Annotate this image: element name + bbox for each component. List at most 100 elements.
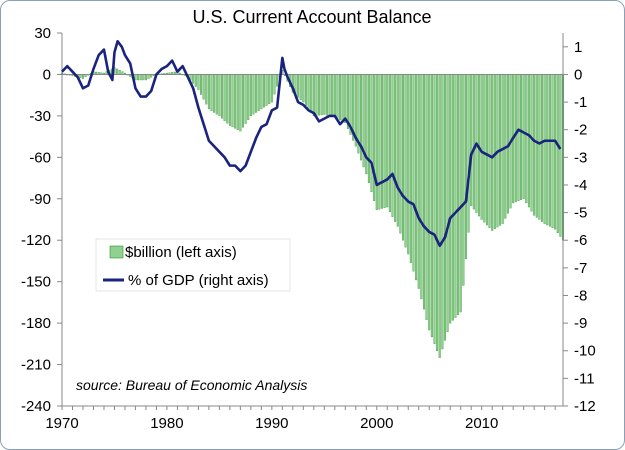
bar <box>116 68 119 75</box>
bar <box>399 74 402 234</box>
bar <box>205 74 208 105</box>
bar <box>79 74 82 79</box>
bar <box>310 74 313 113</box>
bar <box>370 74 373 193</box>
y-right-tick-label: -10 <box>574 343 596 360</box>
legend: $billion (left axis) % of GDP (right axi… <box>95 238 291 292</box>
bar <box>320 74 323 116</box>
bar <box>472 74 475 210</box>
bar <box>315 74 318 116</box>
bar <box>451 74 454 321</box>
bar <box>312 74 315 117</box>
y-right-tick-label: -5 <box>574 205 587 222</box>
bar <box>402 74 404 241</box>
chart-title: U.S. Current Account Balance <box>192 7 431 27</box>
bar <box>147 74 150 79</box>
y-right-tick-label: -8 <box>574 287 587 304</box>
bar <box>260 74 263 110</box>
bar <box>457 74 460 315</box>
line-series <box>61 39 562 248</box>
bar <box>134 74 137 81</box>
bar <box>273 74 276 95</box>
legend-bar-label: $billion (left axis) <box>125 244 237 261</box>
bar <box>520 74 523 200</box>
bar <box>388 74 391 213</box>
y-right-tick-label: -9 <box>574 315 587 332</box>
bar <box>333 74 336 118</box>
bar <box>428 74 431 331</box>
bar <box>276 74 279 87</box>
bar <box>546 74 549 226</box>
bar <box>249 74 252 117</box>
bar <box>307 74 310 110</box>
bar <box>194 74 197 87</box>
bar <box>538 74 541 220</box>
bar <box>480 74 483 220</box>
bar <box>137 74 140 81</box>
bar <box>255 74 258 113</box>
bar <box>449 74 452 324</box>
bar <box>396 74 399 227</box>
bar <box>493 74 496 229</box>
bar <box>412 74 415 272</box>
bar <box>242 74 244 128</box>
bar <box>341 74 344 122</box>
y-right-tick-label: -12 <box>574 398 596 415</box>
bar <box>517 74 520 202</box>
bar <box>430 74 433 338</box>
bar <box>415 74 418 281</box>
y-left-tick-label: -180 <box>21 315 51 332</box>
bar <box>454 74 457 318</box>
bar <box>556 74 559 234</box>
bar <box>386 74 389 208</box>
bar <box>375 74 378 211</box>
bar <box>425 74 428 320</box>
y-left-tick-label: 30 <box>34 25 51 42</box>
bar <box>328 74 331 117</box>
bar <box>525 74 528 204</box>
bar <box>462 74 465 286</box>
bar <box>441 74 444 350</box>
bar <box>226 74 229 124</box>
bar <box>367 74 370 184</box>
bar <box>231 74 234 128</box>
bar <box>144 74 147 81</box>
bar <box>407 74 410 255</box>
y-right-tick-label: 0 <box>574 66 582 83</box>
bar <box>252 74 255 115</box>
bar <box>323 74 326 115</box>
bar <box>234 74 237 129</box>
bar <box>200 74 203 95</box>
bar <box>381 74 384 209</box>
y-left-tick-label: -30 <box>29 108 51 125</box>
bar <box>302 74 305 103</box>
bar <box>464 74 467 260</box>
bar <box>559 74 562 237</box>
bar <box>443 74 446 341</box>
bar <box>554 74 557 230</box>
legend-box <box>95 238 291 292</box>
bar <box>270 74 273 103</box>
bar <box>391 74 394 217</box>
bar <box>483 74 486 223</box>
bar <box>522 74 525 199</box>
source-note: source: Bureau of Economic Analysis <box>76 377 307 393</box>
bar <box>297 74 300 98</box>
bar <box>446 74 449 332</box>
bar <box>223 74 226 121</box>
bar <box>491 74 494 231</box>
y-left-tick-label: -60 <box>29 149 51 166</box>
bar <box>142 74 145 81</box>
legend-line-label: % of GDP (right axis) <box>128 272 269 289</box>
legend-bar-swatch <box>109 245 124 259</box>
y-left-tick-label: -240 <box>21 398 51 415</box>
bar <box>543 74 546 224</box>
bar <box>268 74 271 104</box>
bar <box>485 74 488 226</box>
y-right-tick-label: -3 <box>574 149 587 166</box>
bar <box>257 74 260 111</box>
bar <box>467 74 470 233</box>
bar <box>514 74 517 203</box>
bar <box>409 74 412 263</box>
